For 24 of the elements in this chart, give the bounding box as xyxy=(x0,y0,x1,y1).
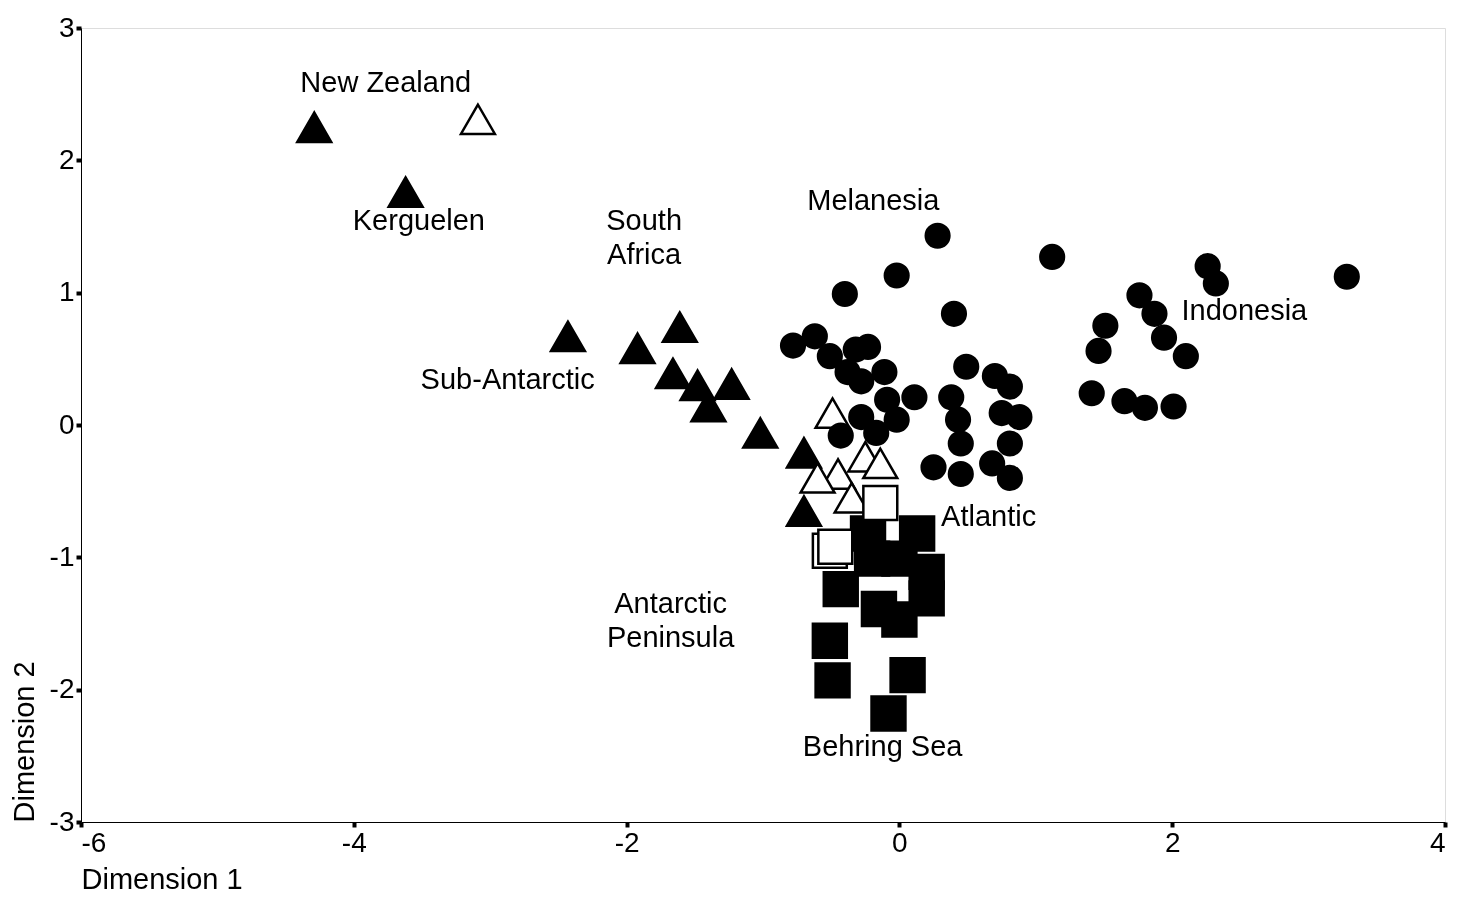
annotation: Atlantic xyxy=(941,499,1037,532)
y-axis-title: Dimension 2 xyxy=(7,661,40,823)
x-tick-label: -6 xyxy=(81,826,107,858)
y-tick-label: 3 xyxy=(58,11,75,43)
x-tick-label: -4 xyxy=(341,826,367,858)
y-tick-label: -3 xyxy=(49,805,75,837)
y-tick-label: 1 xyxy=(58,276,75,308)
y-tick-label: -1 xyxy=(49,540,75,572)
annotation: New Zealand xyxy=(300,66,472,99)
y-tick-label: 2 xyxy=(58,143,75,175)
annotation: Melanesia xyxy=(807,183,941,216)
x-tick-label: 0 xyxy=(892,826,908,858)
x-tick-label: -2 xyxy=(614,826,640,858)
x-tick-label: 4 xyxy=(1429,826,1446,858)
y-tick-label: -2 xyxy=(49,673,75,705)
annotation: South Africa xyxy=(606,203,683,270)
x-axis-title: Dimension 1 xyxy=(81,862,243,895)
annotation: Sub-Antarctic xyxy=(420,363,595,396)
y-tick-label: 0 xyxy=(58,408,75,440)
annotation: Kerguelen xyxy=(352,203,485,236)
annotation: Behring Sea xyxy=(802,730,964,763)
annotation: Antarctic Peninsula xyxy=(606,587,736,654)
annotation: Indonesia xyxy=(1181,293,1309,326)
x-tick-label: 2 xyxy=(1164,826,1181,858)
